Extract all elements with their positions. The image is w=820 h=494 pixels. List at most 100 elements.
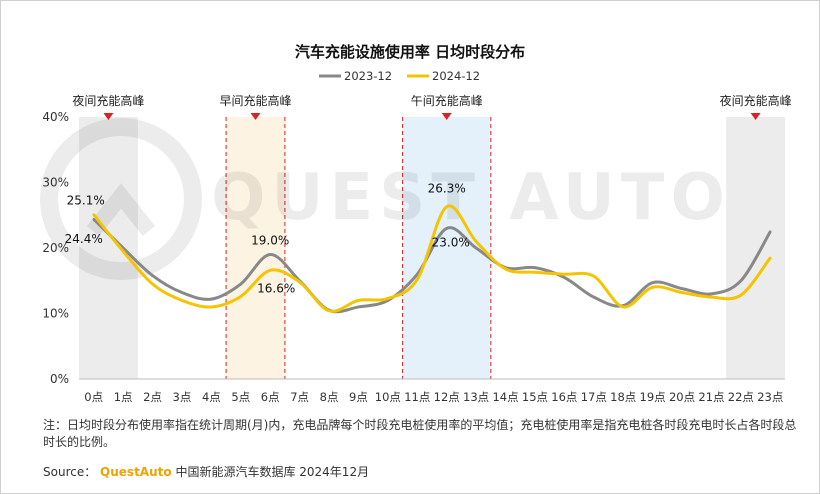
series-point-1 [533,271,537,274]
watermark: QUEST AUTO [40,118,731,280]
y-tick-label: 10% [42,307,69,321]
series-point-1 [151,282,154,286]
x-tick-label: 21点 [698,390,724,404]
x-tick-label: 2点 [143,390,162,404]
peak-marker-0 [103,113,114,120]
series-point-0 [474,246,478,250]
series-point-1 [269,269,272,272]
x-tick-label: 17点 [581,390,607,404]
legend-label-0: 2023-12 [344,69,392,83]
x-tick-label: 3点 [173,390,192,404]
series-line-0 [92,218,772,314]
series-point-1 [563,273,566,276]
peak-band-3 [726,117,785,379]
series-point-1 [239,295,242,298]
series-point-1 [357,299,360,302]
watermark-text: QUEST AUTO [211,161,731,235]
x-tick-label: 14点 [492,390,518,404]
x-tick-label: 11点 [404,390,430,404]
series-point-1 [651,286,654,289]
series-point-0 [445,227,448,230]
y-tick-label: 40% [42,110,69,124]
series-point-0 [92,217,95,221]
series-point-1 [710,295,713,299]
x-tick-label: 23点 [757,390,783,404]
watermark-logo-ring [40,118,202,280]
series-point-1 [386,297,390,300]
x-tick-label: 13点 [463,390,489,404]
x-tick-label: 7点 [290,390,309,404]
series-point-1 [416,278,419,281]
peak-marker-2 [441,113,452,120]
series-point-1 [327,309,331,313]
peak-label-3: 夜间充能高峰 [720,93,792,108]
chart-title: 汽车充能设施使用率 日均时段分布 [295,43,525,61]
series-point-1 [298,280,301,284]
series-point-0 [210,297,213,301]
x-tick-label: 15点 [522,390,548,404]
source-text: 中国新能源汽车数据库 2024年12月 [175,465,370,479]
series-point-0 [769,230,772,233]
x-tick-label: 5点 [231,390,250,404]
watermark-logo-mark [86,183,156,236]
peak-label-1: 早间充能高峰 [219,93,291,108]
series-point-0 [269,253,272,256]
x-tick-label: 18点 [610,390,636,404]
series-point-0 [651,281,654,284]
x-tick-label: 10点 [375,390,401,404]
usage-line-chart: 汽车充能设施使用率 日均时段分布 2023-12 2024-12 夜间充能高峰 早间充能… [40,43,792,404]
peak-label-0: 夜间充能高峰 [72,93,144,108]
series-point-1 [92,213,95,216]
y-tick-label: 20% [42,241,69,255]
x-tick-label: 4点 [202,390,221,404]
x-tick-label: 20点 [669,390,695,404]
peak-marker-3 [750,113,761,120]
series-point-0 [180,291,184,294]
chart-note: 注：日均时段分布使用率指在统计周期(月)内，充电品牌每个时段充电桩使用率的平均值… [43,418,797,449]
series-point-0 [680,287,684,290]
y-tick-label: 30% [42,176,69,190]
series-point-0 [151,274,154,277]
data-label: 16.6% [257,281,295,295]
series-point-0 [592,295,595,299]
data-label: 19.0% [251,234,289,248]
peak-band-1 [226,117,285,379]
x-tick-label: 9点 [349,390,368,404]
series-point-1 [504,267,507,271]
x-tick-label: 19点 [640,390,666,404]
peak-band-0 [79,117,138,379]
x-tick-label: 8点 [320,390,339,404]
data-label: 24.4% [65,232,103,246]
series-point-1 [592,274,595,278]
series-point-1 [680,291,684,294]
source-brand: QuestAuto [100,465,172,479]
x-tick-label: 16点 [551,390,577,404]
y-tick-label: 0% [50,372,69,386]
x-tick-label: 12点 [434,390,460,404]
data-label: 26.3% [428,182,466,196]
legend: 2023-12 2024-12 [319,69,480,83]
series-point-0 [416,273,419,276]
series-point-0 [239,282,242,286]
series-point-1 [180,299,184,302]
series-point-1 [210,305,213,309]
series-point-1 [769,256,772,260]
series-point-0 [710,292,713,296]
x-tick-label: 1点 [114,390,133,404]
x-tick-label: 0点 [84,390,103,404]
series-point-0 [533,266,537,269]
series-point-1 [739,293,743,297]
series-point-1 [445,205,448,208]
series-point-1 [121,250,125,253]
x-tick-label: 6点 [261,390,280,404]
series-point-0 [563,276,566,279]
series-point-1 [474,240,478,243]
x-tick-label: 22点 [728,390,754,404]
series-point-0 [357,305,360,309]
data-label: 25.1% [67,194,105,208]
series-line-1 [92,204,772,313]
source-label: Source： [43,465,97,479]
series-point-1 [622,305,625,309]
source-line: Source： QuestAuto 中国新能源汽车数据库 2024年12月 [43,463,369,480]
